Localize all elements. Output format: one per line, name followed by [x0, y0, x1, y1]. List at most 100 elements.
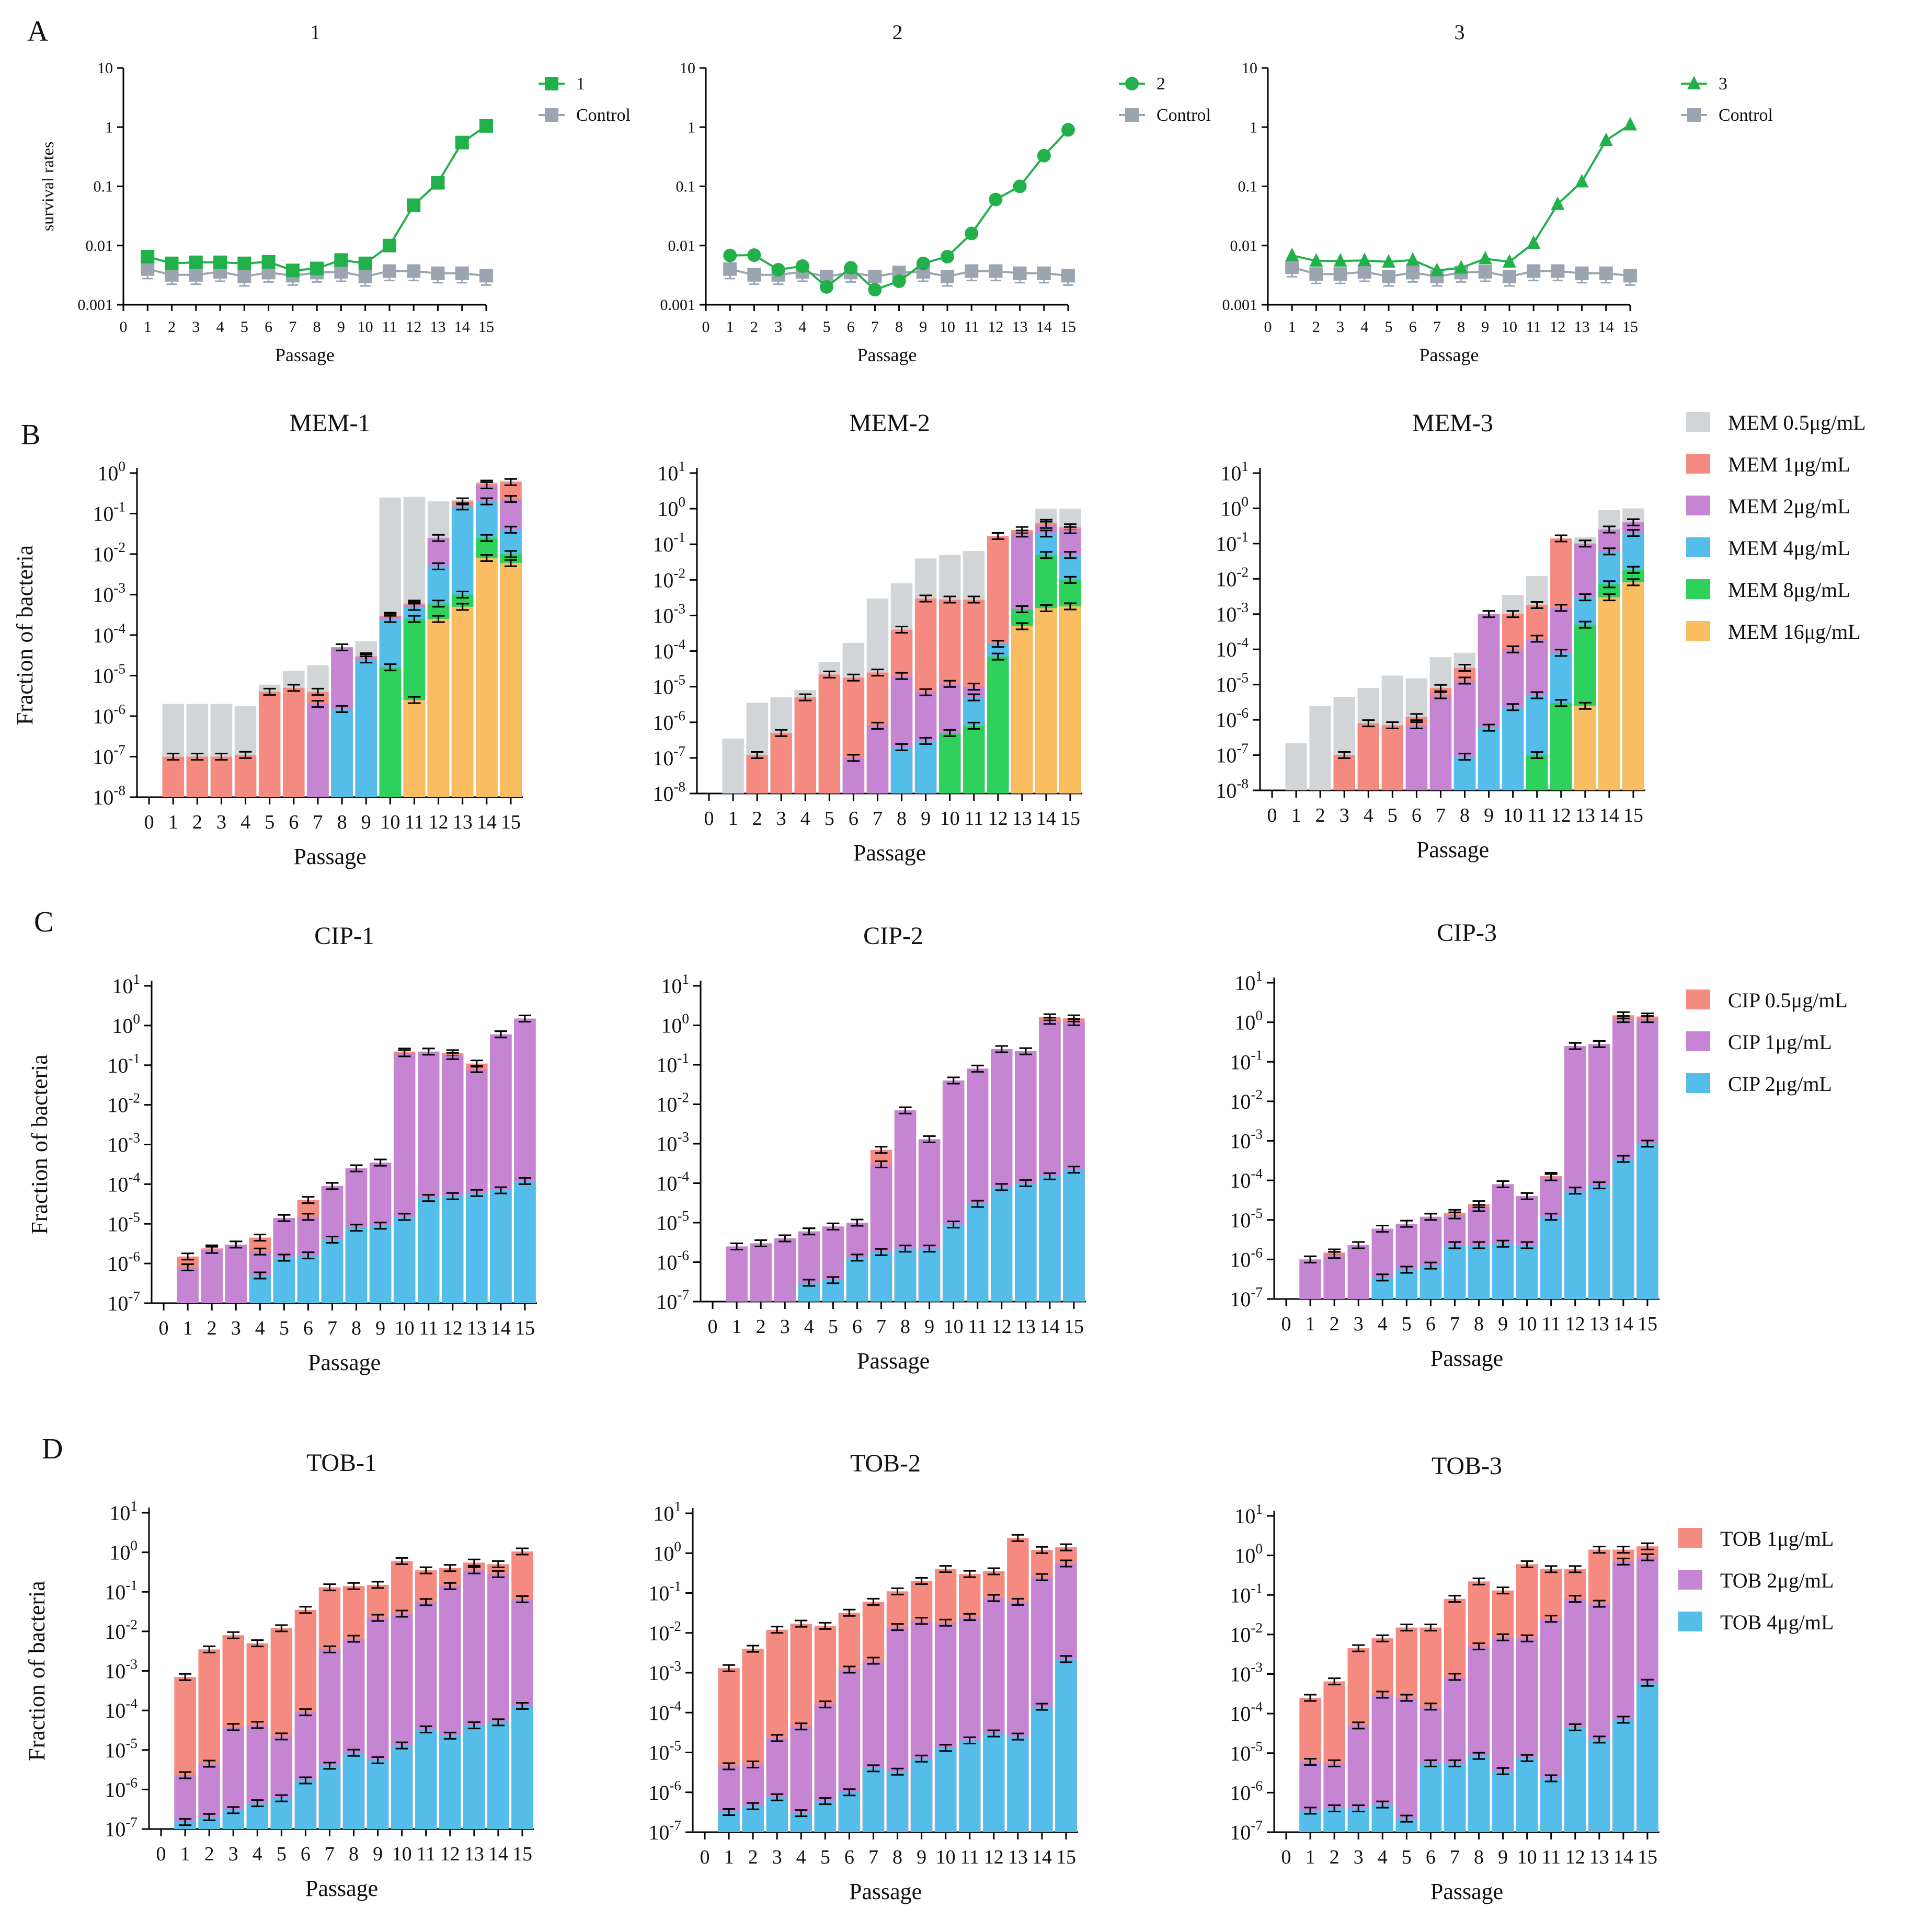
error-bar — [230, 1240, 243, 1249]
data-point — [1309, 253, 1323, 267]
y-tick-label: 10 — [97, 60, 113, 77]
y-tick-label: 0.1 — [1238, 178, 1258, 196]
error-bar — [1059, 1559, 1072, 1568]
error-bar — [991, 532, 1004, 540]
error-bar — [987, 1567, 1000, 1576]
error-bar — [723, 1762, 736, 1770]
x-tick-label: 8 — [1474, 1313, 1484, 1335]
x-tick-label: 7 — [325, 1843, 335, 1865]
y-tick-label: 10-3 — [105, 1657, 138, 1683]
error-bar — [939, 1744, 952, 1752]
error-bar — [1376, 1273, 1389, 1282]
error-bar — [1400, 1694, 1413, 1702]
error-bar — [516, 1702, 529, 1710]
error-bar — [254, 1271, 267, 1280]
x-tick-label: 11 — [382, 318, 397, 336]
legend-label: 3 — [1719, 74, 1727, 94]
error-bar — [326, 1235, 339, 1244]
bar — [1564, 1727, 1586, 1832]
error-bar — [408, 615, 421, 623]
error-bar — [287, 684, 300, 692]
x-tick-label: 14 — [1613, 1846, 1633, 1868]
x-tick-label: 1 — [1291, 804, 1301, 826]
x-tick-label: 12 — [443, 1317, 463, 1339]
error-bar — [1352, 1721, 1365, 1730]
x-tick-label: 6 — [847, 318, 855, 336]
error-bar — [1039, 530, 1052, 538]
series-line-main — [723, 123, 1075, 297]
x-tick-label: 15 — [1064, 1316, 1084, 1338]
error-bar — [395, 1609, 408, 1618]
bar — [1612, 1158, 1634, 1299]
x-tick-label: 10 — [940, 318, 955, 336]
error-bar — [336, 643, 349, 651]
error-bar — [1506, 703, 1519, 711]
x-tick-label: 13 — [1575, 804, 1595, 826]
error-bar — [895, 672, 908, 680]
data-point — [1357, 252, 1371, 267]
bar — [393, 1216, 416, 1303]
y-tick-label: 100 — [112, 1011, 140, 1038]
error-bar — [995, 1183, 1008, 1191]
error-bar — [1424, 1261, 1437, 1270]
error-bar — [278, 1214, 291, 1222]
x-tick-label: 13 — [1012, 808, 1032, 830]
bar — [331, 709, 353, 797]
x-tick-label: 5 — [265, 811, 274, 833]
error-bar — [480, 534, 493, 542]
error-bar — [203, 1645, 216, 1653]
y-tick-label: 10-7 — [1216, 741, 1249, 767]
x-tick-label: 15 — [515, 1317, 535, 1339]
x-tick-label: 1 — [728, 808, 738, 830]
y-tick-label: 0.001 — [1222, 296, 1258, 314]
y-tick-label: 1 — [1250, 119, 1257, 136]
error-bar — [504, 494, 517, 503]
error-bar — [1593, 1735, 1606, 1744]
error-bar — [827, 1222, 840, 1230]
error-bar — [943, 595, 956, 604]
y-tick-label: 10-7 — [107, 1289, 140, 1315]
bar — [746, 755, 768, 794]
bar — [417, 1198, 440, 1303]
x-tick-label: 4 — [216, 318, 224, 336]
chart-title: CIP-1 — [314, 922, 374, 950]
bar — [321, 1239, 344, 1303]
x-tick-label: 13 — [1016, 1316, 1036, 1338]
bar — [1063, 1169, 1085, 1302]
x-tick-label: 7 — [1433, 318, 1441, 336]
bar — [958, 1740, 981, 1832]
error-bar — [1458, 663, 1471, 672]
x-tick-label: 2 — [192, 811, 202, 833]
x-tick-label: 11 — [960, 1846, 979, 1868]
bar — [1419, 1763, 1442, 1832]
data-point — [820, 280, 833, 294]
error-bar — [371, 1581, 384, 1589]
x-tick-label: 8 — [351, 1317, 361, 1339]
series-bars-2 — [718, 1655, 1077, 1832]
data-point — [1309, 267, 1323, 281]
x-tick-label: 10 — [1517, 1313, 1537, 1335]
y-tick-label: 101 — [112, 971, 140, 998]
y-tick-label: 10-6 — [648, 1778, 681, 1804]
y-tick-label: 10-1 — [105, 1577, 138, 1604]
x-tick-label: 3 — [216, 811, 226, 833]
bar — [750, 1243, 772, 1302]
bar — [890, 747, 913, 794]
x-tick-label: 12 — [992, 1316, 1012, 1338]
data-point — [941, 249, 954, 263]
y-tick-label: 100 — [653, 1538, 681, 1565]
error-bar — [1304, 1694, 1317, 1702]
x-tick-label: 11 — [1541, 1313, 1561, 1335]
y-tick-label: 10-4 — [1216, 635, 1249, 661]
data-point — [1013, 266, 1027, 280]
x-tick-label: 14 — [1032, 1846, 1052, 1868]
data-point — [868, 269, 882, 283]
x-tick-label: 14 — [1613, 1313, 1633, 1335]
x-tick-label: 9 — [1481, 318, 1489, 336]
error-bar — [371, 1614, 384, 1622]
error-bar — [754, 1239, 768, 1247]
legend-item: MEM 1μg/mL — [1686, 453, 1850, 476]
y-tick-label: 101 — [657, 458, 685, 485]
x-tick-label: 4 — [1364, 804, 1373, 826]
